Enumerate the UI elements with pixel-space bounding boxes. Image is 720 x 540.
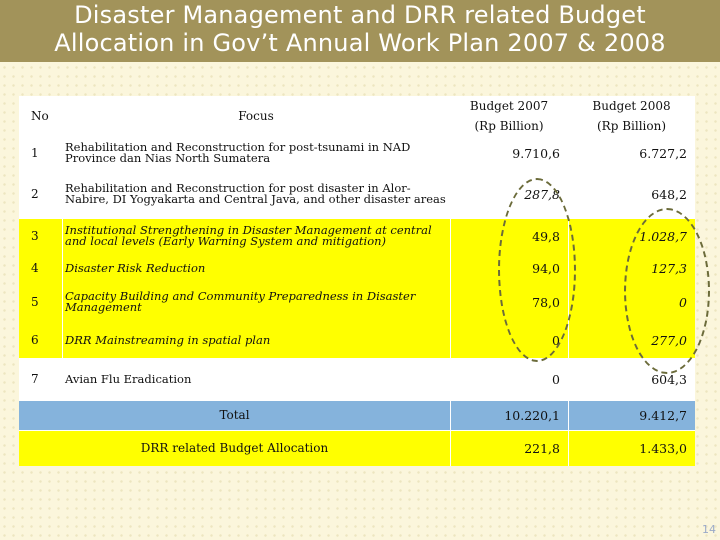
- header-budget-2007: Budget 2007 (Rp Billion): [450, 96, 568, 136]
- row-5-budget-2007: 78,0: [450, 282, 568, 322]
- grid-divider: [19, 430, 695, 431]
- row-2-focus: Rehabilitation and Reconstruction for po…: [62, 170, 450, 218]
- grid-divider: [19, 400, 695, 401]
- row-7-focus: Avian Flu Eradication: [62, 358, 450, 400]
- header-no: No: [19, 96, 62, 136]
- drr-budget-2007: 221,8: [450, 430, 568, 466]
- grid-divider: [19, 218, 695, 219]
- row-6-no: 6: [19, 322, 62, 358]
- row-1-no: 1: [19, 136, 62, 170]
- row-4-budget-2007: 94,0: [450, 254, 568, 282]
- row-4-budget-2008: 127,3: [568, 254, 695, 282]
- header-budget-2007-unit: (Rp Billion): [474, 119, 544, 133]
- row-4-no: 4: [19, 254, 62, 282]
- row-7-budget-2007: 0: [450, 358, 568, 400]
- row-6-focus: DRR Mainstreaming in spatial plan: [62, 322, 450, 358]
- header-budget-2008-unit: (Rp Billion): [596, 119, 667, 133]
- row-2-budget-2008: 648,2: [568, 170, 695, 218]
- budget-table: No Focus Budget 2007 (Rp Billion) Budget…: [19, 96, 695, 466]
- row-5-budget-2008: 0: [568, 282, 695, 322]
- row-1-budget-2008: 6.727,2: [568, 136, 695, 170]
- header-focus: Focus: [62, 96, 450, 136]
- total-label: Total: [19, 400, 450, 430]
- grid-divider: [19, 136, 695, 137]
- row-3-budget-2008: 1.028,7: [568, 218, 695, 254]
- row-1-budget-2007: 9.710,6: [450, 136, 568, 170]
- drr-label: DRR related Budget Allocation: [19, 430, 450, 466]
- grid-divider: [568, 96, 569, 466]
- grid-divider: [19, 358, 695, 359]
- page-number: 14: [702, 523, 716, 536]
- title-bar: [0, 0, 720, 62]
- row-3-focus: Institutional Strengthening in Disaster …: [62, 218, 450, 254]
- row-7-no: 7: [19, 358, 62, 400]
- row-6-budget-2008: 277,0: [568, 322, 695, 358]
- slide-title: Disaster Management and DRR related Budg…: [0, 1, 720, 57]
- title-line-1: Disaster Management and DRR related Budg…: [74, 1, 646, 29]
- row-2-no: 2: [19, 170, 62, 218]
- title-line-2: Allocation in Gov’t Annual Work Plan 200…: [54, 29, 666, 57]
- row-4-focus: Disaster Risk Reduction: [62, 254, 450, 282]
- header-budget-2007-label: Budget 2007: [469, 99, 549, 113]
- row-6-budget-2007: 0: [450, 322, 568, 358]
- total-budget-2007: 10.220,1: [450, 400, 568, 430]
- drr-budget-2008: 1.433,0: [568, 430, 695, 466]
- row-5-no: 5: [19, 282, 62, 322]
- row-5-focus: Capacity Building and Community Prepared…: [62, 282, 450, 322]
- grid-divider: [62, 96, 63, 400]
- row-3-no: 3: [19, 218, 62, 254]
- header-budget-2008-label: Budget 2008: [592, 99, 671, 113]
- total-budget-2008: 9.412,7: [568, 400, 695, 430]
- row-2-budget-2007: 287,8: [450, 170, 568, 218]
- row-3-budget-2007: 49,8: [450, 218, 568, 254]
- row-7-budget-2008: 604,3: [568, 358, 695, 400]
- row-1-focus: Rehabilitation and Reconstruction for po…: [62, 136, 450, 170]
- header-budget-2008: Budget 2008 (Rp Billion): [568, 96, 695, 136]
- grid-divider: [450, 96, 451, 466]
